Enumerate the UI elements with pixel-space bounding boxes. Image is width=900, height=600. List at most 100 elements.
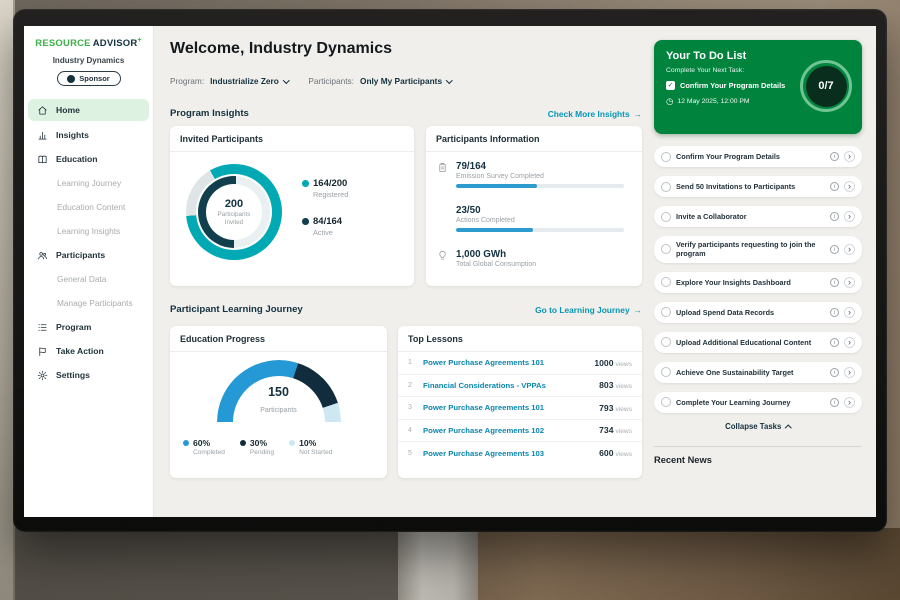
task-checkbox[interactable] [661,277,671,288]
sidebar-item-insights[interactable]: Insights [24,123,153,147]
lesson-row: 3 Power Purchase Agreements 101 793 views [398,397,642,420]
task-checkbox[interactable] [661,337,671,348]
sidebar-item-label: Education Content [57,202,126,213]
section-title: Participant Learning Journey [170,304,303,315]
chevron-right-icon[interactable]: › [844,211,855,222]
lesson-views: 1000 views [594,357,632,368]
legend-dot [302,218,309,225]
arrow-right-icon: → [633,108,642,119]
learning-journey-header: Participant Learning Journey Go to Learn… [170,304,642,315]
chevron-right-icon[interactable]: › [844,366,855,378]
donut-center-value: 200 [224,197,244,210]
chevron-right-icon[interactable]: › [844,336,855,348]
info-icon[interactable]: i [830,397,839,407]
task-item[interactable]: Complete Your Learning Journey i › [654,391,862,413]
lesson-views: 793 views [599,402,632,413]
task-item[interactable]: Send 50 Invitations to Participants i › [654,176,862,197]
participants-filter-value: Only My Participants [359,76,443,86]
info-icon[interactable]: i [830,152,839,161]
legend-label: Completed [193,449,225,456]
program-insights-header: Program Insights Check More Insights → [170,108,642,119]
task-item[interactable]: Achieve One Sustainability Target i › [654,361,862,383]
participants-filter-dropdown[interactable]: Only My Participants [359,76,453,86]
legend-item: 60% Completed [183,438,225,456]
sidebar-item-program[interactable]: Program [24,315,153,339]
info-icon[interactable]: i [830,367,839,377]
info-icon[interactable]: i [830,307,839,317]
info-icon[interactable]: i [830,337,839,347]
sidebar-item-learning-insights[interactable]: Learning Insights [24,219,153,243]
lesson-link[interactable]: Power Purchase Agreements 102 [423,425,545,435]
chevron-right-icon[interactable]: › [844,276,855,288]
sidebar-item-education[interactable]: Education [24,147,153,171]
sponsor-label: Sponsor [79,74,110,84]
legend-item: 30% Pending [239,438,274,456]
go-to-learning-journey-link[interactable]: Go to Learning Journey → [535,304,642,315]
task-item[interactable]: Invite a Collaborator i › [654,206,862,227]
sidebar-item-learning-journey[interactable]: Learning Journey [24,171,153,195]
lesson-rank: 4 [408,426,412,434]
todo-subtitle: Complete Your Next Task: [666,67,745,74]
task-checkbox[interactable] [661,211,671,222]
filter-bar: Program: Industrialize Zero Participants… [170,76,453,86]
stat-label: Total Global Consumption [456,261,537,268]
sidebar-item-home[interactable]: Home [28,99,149,122]
sidebar-item-label: Participants [56,250,106,261]
todo-panel: Your To Do List Complete Your Next Task:… [654,26,862,517]
chevron-right-icon[interactable]: › [844,181,855,192]
task-label: Invite a Collaborator [676,211,747,221]
info-icon[interactable]: i [830,277,839,287]
sidebar-item-education-content[interactable]: Education Content [24,195,153,219]
chevron-right-icon[interactable]: › [844,306,855,318]
task-checkbox[interactable] [661,181,671,192]
legend-dot [183,440,189,446]
task-item[interactable]: Upload Additional Educational Content i … [654,331,862,353]
lesson-rank: 1 [408,359,412,367]
chevron-right-icon[interactable]: › [844,396,855,408]
info-icon[interactable]: i [830,212,839,221]
task-item[interactable]: Verify participants requesting to join t… [654,236,862,263]
lesson-link[interactable]: Power Purchase Agreements 101 [423,403,545,413]
book-icon [37,154,49,165]
task-checkbox[interactable] [661,397,671,408]
task-item[interactable]: Upload Spend Data Records i › [654,301,862,323]
sidebar-item-manage-participants[interactable]: Manage Participants [24,291,153,315]
stat-value: 1,000 GWh [456,249,507,260]
sidebar-item-take-action[interactable]: Take Action [24,339,153,363]
chevron-right-icon[interactable]: › [844,243,855,255]
sidebar-item-participants[interactable]: Participants [24,243,153,267]
sidebar-item-settings[interactable]: Settings [24,363,153,387]
info-icon[interactable]: i [830,182,839,191]
lesson-link[interactable]: Power Purchase Agreements 101 [423,358,545,368]
sidebar-item-label: Education [56,154,98,165]
legend-item: 10% Not Started [289,438,332,456]
stat-label: Emission Survey Completed [456,173,544,180]
task-checkbox[interactable] [661,307,671,318]
sidebar-item-general-data[interactable]: General Data [24,267,153,291]
arrow-right-icon: → [633,304,642,315]
lesson-link[interactable]: Financial Considerations - VPPAs [423,380,546,390]
lesson-row: 4 Power Purchase Agreements 102 734 views [398,420,642,442]
info-icon[interactable]: i [830,244,839,254]
next-task[interactable]: ✓ Confirm Your Program Details [666,81,798,90]
legend-dot [289,440,296,446]
task-checkbox[interactable] [661,244,671,255]
program-filter-dropdown[interactable]: Industrialize Zero [210,76,290,86]
stat-value: 23/50 [456,205,481,216]
check-more-insights-link[interactable]: Check More Insights → [547,108,642,119]
invited-participants-card: Invited Participants 200 Participants In… [170,126,414,286]
legend-item: 164/200 Registered [302,178,348,199]
task-list: Confirm Your Program Details i › Send 50… [654,146,862,413]
task-checkbox[interactable] [661,151,671,162]
collapse-tasks-link[interactable]: Collapse Tasks [654,422,862,432]
chevron-right-icon[interactable]: › [844,151,855,162]
legend-item: 84/164 Active [302,216,348,237]
chevron-down-icon [282,76,290,84]
gauge-center-label: Participants [260,407,297,414]
recent-news-header: Recent News [654,445,862,465]
task-item[interactable]: Confirm Your Program Details i › [654,146,862,167]
legend-value: 164/200 [313,178,348,189]
task-item[interactable]: Explore Your Insights Dashboard i › [654,271,862,293]
task-checkbox[interactable] [661,367,671,378]
lesson-link[interactable]: Power Purchase Agreements 103 [423,448,545,458]
